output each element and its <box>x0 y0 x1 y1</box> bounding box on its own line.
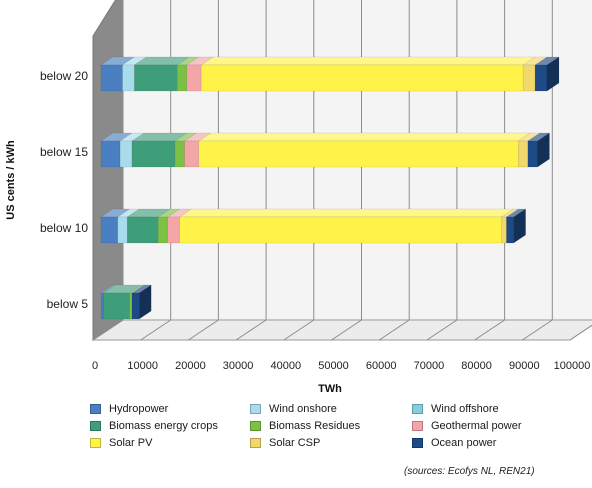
gridline-floor <box>474 319 505 341</box>
legend-swatch <box>250 438 261 448</box>
legend-swatch <box>412 421 423 431</box>
gridline-floor <box>92 319 124 341</box>
legend-swatch <box>90 438 101 448</box>
bar-segment <box>131 132 188 168</box>
legend: Hydropower Wind onshore Wind offshore Bioma… <box>90 402 570 450</box>
y-category-labels: below 20 below 15 below 10 below 5 <box>40 69 88 311</box>
legend-label: Wind offshore <box>431 403 499 415</box>
category-label: below 15 <box>40 145 88 159</box>
legend-item: Hydropower <box>90 402 250 416</box>
bar-segment <box>102 284 143 320</box>
legend-item: Ocean power <box>412 436 570 450</box>
legend-label: Solar CSP <box>269 437 321 449</box>
gridline-floor <box>235 319 267 341</box>
legend-swatch <box>412 404 423 414</box>
legend-label: Ocean power <box>431 437 497 449</box>
bar-segment <box>527 132 551 168</box>
x-tick-label: 40000 <box>271 360 302 372</box>
gridline-floor <box>188 319 219 341</box>
x-tick-label: 10000 <box>127 360 158 372</box>
x-tick-label: 0 <box>92 360 98 372</box>
legend-item: Geothermal power <box>412 419 570 433</box>
legend-label: Solar PV <box>109 437 153 449</box>
x-tick-label: 50000 <box>318 360 349 372</box>
source-note: (sources: Ecofys NL, REN21) <box>404 466 535 477</box>
legend-label: Hydropower <box>109 403 169 415</box>
x-tick-label: 60000 <box>366 360 397 372</box>
legend-item: Solar PV <box>90 436 250 450</box>
gridline-floor <box>426 319 458 341</box>
legend-swatch <box>250 421 261 431</box>
y-axis-title: US cents / kWh <box>5 140 17 220</box>
legend-item: Biomass Residues <box>250 419 412 433</box>
x-tick-label: 90000 <box>509 360 540 372</box>
gridline-floor <box>283 319 315 341</box>
x-axis-title: TWh <box>318 383 342 395</box>
bar-segment <box>178 208 515 244</box>
legend-label: Biomass Residues <box>269 420 361 432</box>
legend-swatch <box>90 421 101 431</box>
gridline-floor <box>378 319 410 341</box>
legend-swatch <box>412 438 423 448</box>
gridline-floor <box>569 324 592 341</box>
category-label: below 5 <box>47 297 89 311</box>
bar-segment <box>131 284 152 320</box>
x-tick-label: 30000 <box>223 360 254 372</box>
bar-segment <box>133 56 191 92</box>
floor <box>91 319 592 341</box>
bar-segment <box>534 56 560 92</box>
x-tick-label: 20000 <box>175 360 206 372</box>
legend-swatch <box>90 404 101 414</box>
bar-segment <box>126 208 172 244</box>
bar-segment <box>505 208 527 244</box>
bar-segment <box>100 132 133 168</box>
gridline-floor <box>140 319 171 341</box>
legend-item: Biomass energy crops <box>90 419 250 433</box>
bar-segment <box>200 56 536 92</box>
legend-label: Biomass energy crops <box>109 420 218 432</box>
legend-item: Wind offshore <box>412 402 570 416</box>
x-tick-label: 70000 <box>414 360 445 372</box>
gridline-floor <box>331 319 362 341</box>
chart-grid <box>91 0 592 341</box>
legend-label: Geothermal power <box>431 420 522 432</box>
gridline-floor <box>522 319 553 341</box>
category-label: below 20 <box>40 69 88 83</box>
x-tick-label: 80000 <box>461 360 492 372</box>
bar-segment <box>197 132 532 168</box>
x-tick-labels: 0 10000 20000 30000 40000 50000 60000 70000 8000… <box>92 360 590 372</box>
legend-label: Wind onshore <box>269 403 337 415</box>
legend-item: Solar CSP <box>250 436 412 450</box>
bar-segment <box>100 56 136 92</box>
category-label: below 10 <box>40 221 88 235</box>
bar-segment <box>186 56 214 92</box>
x-tick-label: 100000 <box>554 360 591 372</box>
legend-item: Wind onshore <box>250 402 412 416</box>
chart-bars <box>100 56 560 320</box>
legend-swatch <box>250 404 261 414</box>
